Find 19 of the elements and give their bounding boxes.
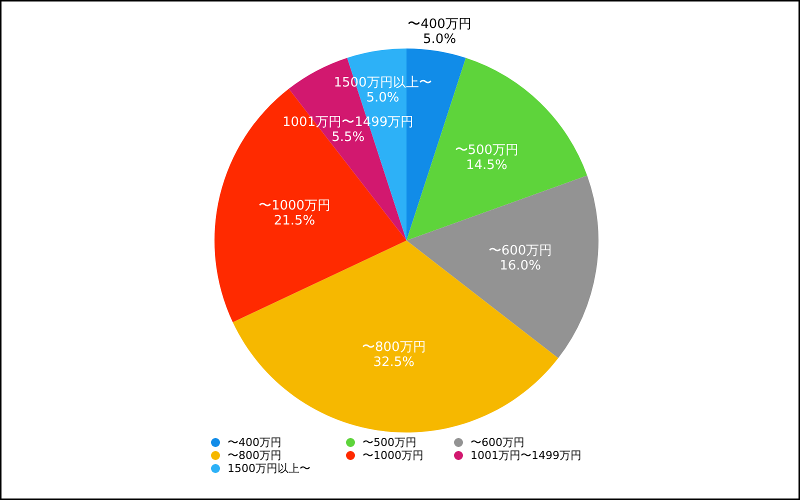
data-label: 16.0% — [500, 258, 541, 274]
data-label: 5.5% — [332, 130, 365, 146]
legend-label: 〜500万円 — [362, 436, 416, 449]
slice-label: 〜800万円 — [362, 340, 426, 356]
legend-label: 1500万円以上〜 — [228, 462, 310, 475]
slice-label: 〜400万円 — [408, 16, 472, 32]
data-label: 5.0% — [423, 32, 456, 47]
data-label: 5.0% — [366, 90, 400, 106]
data-label: 32.5% — [373, 355, 415, 370]
data-label: 21.5% — [274, 214, 316, 229]
data-label: 14.5% — [466, 158, 508, 173]
slice-label: 〜500万円 — [454, 142, 519, 158]
legend-label: 〜1000万円 — [362, 449, 424, 462]
legend-label: 〜600万円 — [470, 436, 524, 449]
slice-label: 〜600万円 — [488, 244, 552, 259]
legend-label: 1001万円〜1499万円 — [470, 449, 582, 462]
slice-label: 〜1000万円 — [258, 198, 331, 214]
legend-label: 〜800万円 — [228, 449, 282, 462]
legend-label: 〜400万円 — [228, 436, 282, 449]
